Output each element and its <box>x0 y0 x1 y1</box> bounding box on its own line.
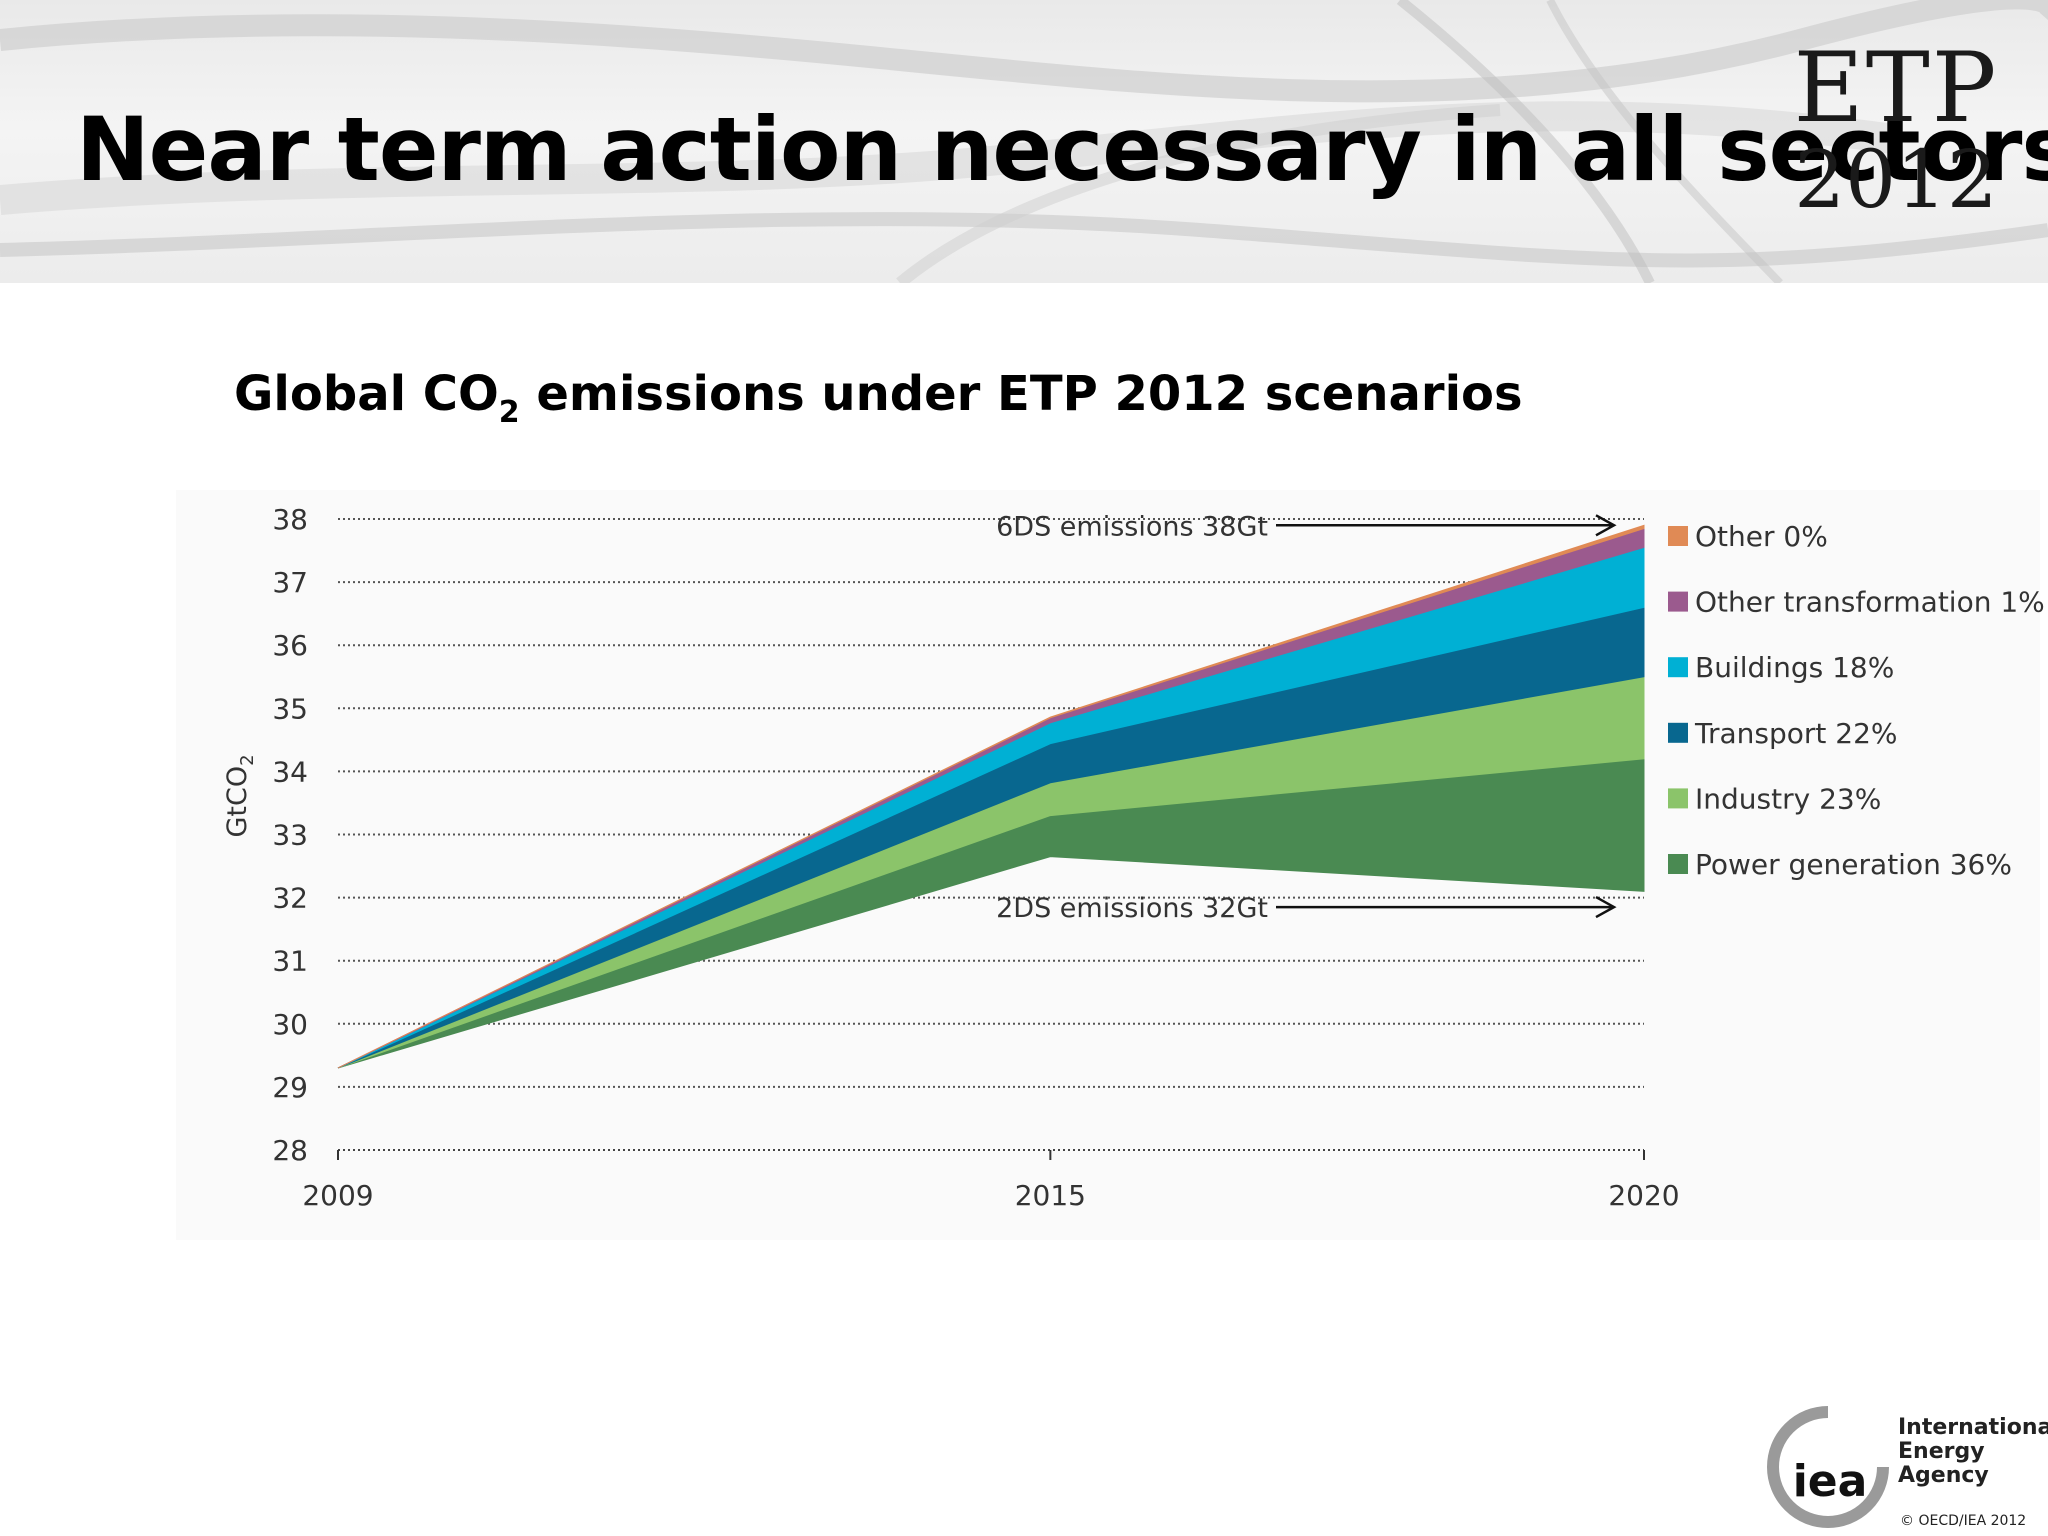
y-tick-label: 34 <box>272 755 308 788</box>
legend-label: Other transformation 1% <box>1695 586 2045 619</box>
banner-background <box>0 0 2048 283</box>
etp-2012-logo: ETP 2012 <box>1786 32 2006 226</box>
axis-layer: 28 29 30 31 32 33 34 35 36 37 38 2009 2015 2020 <box>272 503 1679 1212</box>
annotation-label: 6DS emissions 38Gt <box>996 511 1268 542</box>
y-tick-label: 28 <box>272 1134 308 1167</box>
iea-name-line2: Energy Agency <box>1898 1439 1989 1488</box>
x-tick-label: 2009 <box>302 1179 373 1212</box>
annotation-arrowhead <box>1595 895 1617 919</box>
etp-logo-line1: ETP <box>1793 32 1999 144</box>
legend-label: Industry 23% <box>1695 782 1881 815</box>
subtitle-text-post: emissions under ETP 2012 scenarios <box>519 366 1523 422</box>
legend: Other 0% Other transformation 1% Buildings… <box>1668 520 2045 881</box>
x-tick-label: 2015 <box>1015 1179 1086 1212</box>
subtitle-subscript: 2 <box>498 395 520 430</box>
chart-subtitle: Global CO2 emissions under ETP 2012 scen… <box>234 366 1523 430</box>
x-tick-label: 2020 <box>1608 1179 1679 1212</box>
legend-label: Transport 22% <box>1694 717 1898 750</box>
y-tick-label: 32 <box>272 882 308 915</box>
y-axis-label-sub: 2 <box>237 754 258 765</box>
legend-swatch <box>1668 526 1688 546</box>
y-tick-label: 31 <box>272 945 308 978</box>
legend-swatch <box>1668 854 1688 874</box>
page-title: Near term action necessary in all sector… <box>76 98 2048 201</box>
legend-swatch <box>1668 788 1688 809</box>
y-tick-label: 38 <box>272 503 308 536</box>
header-banner: Near term action necessary in all sector… <box>0 0 2048 283</box>
iea-name: International Energy Agency <box>1898 1416 2048 1488</box>
y-tick-label: 29 <box>272 1071 308 1104</box>
annotation-arrowhead <box>1595 514 1617 537</box>
y-tick-label: 37 <box>272 566 308 599</box>
legend-swatch <box>1668 657 1688 678</box>
legend-swatch <box>1668 591 1688 612</box>
legend-label: Other 0% <box>1695 520 1828 553</box>
chart-panel <box>176 490 2040 1240</box>
legend-swatch <box>1668 722 1688 743</box>
area-layer <box>337 524 1645 1069</box>
y-tick-label: 35 <box>272 692 308 725</box>
legend-label: Buildings 18% <box>1695 651 1894 684</box>
y-axis-label-main: GtCO <box>222 766 253 838</box>
annotation-layer: 6DS emissions 38Gt 2DS emissions 32Gt <box>996 511 1617 924</box>
legend-label: Power generation 36% <box>1695 848 2012 881</box>
copyright-notice: © OECD/IEA 2012 <box>1900 1513 2027 1529</box>
y-tick-label: 30 <box>272 1008 308 1041</box>
y-axis-label: GtCO2 <box>222 754 258 837</box>
y-tick-label: 33 <box>272 819 308 852</box>
y-tick-label: 36 <box>272 629 308 662</box>
iea-logo: iea International Energy Agency <box>1758 1398 2048 1536</box>
area-series <box>337 524 1645 1069</box>
etp-logo-line2: 2012 <box>1794 133 1998 226</box>
annotation-label: 2DS emissions 32Gt <box>996 893 1268 924</box>
iea-emblem-icon: iea <box>1767 1405 1890 1528</box>
iea-emblem-text: iea <box>1793 1456 1868 1507</box>
subtitle-text-pre: Global CO <box>234 366 499 422</box>
iea-name-line1: International <box>1898 1415 2048 1440</box>
